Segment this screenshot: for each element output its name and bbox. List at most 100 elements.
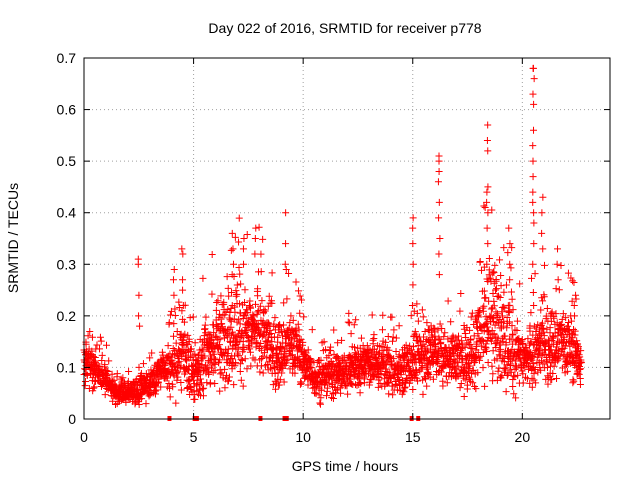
data-point [496, 256, 504, 264]
data-point [350, 343, 358, 351]
data-point [233, 281, 241, 289]
data-point [413, 309, 421, 317]
data-point [248, 340, 256, 348]
data-point [330, 326, 338, 334]
data-point [567, 274, 575, 282]
data-point [474, 330, 482, 338]
data-point [257, 339, 265, 347]
data-point [297, 379, 305, 387]
data-point [177, 386, 185, 394]
data-point [252, 339, 260, 347]
data-point [81, 378, 89, 386]
spike-point [530, 75, 538, 83]
data-point [347, 380, 355, 388]
data-point [172, 339, 180, 347]
data-point [250, 312, 258, 320]
spike-point [281, 260, 289, 268]
data-point [256, 356, 264, 364]
data-point [271, 370, 279, 378]
data-point [492, 343, 500, 351]
data-point [343, 382, 351, 390]
data-point [98, 351, 106, 359]
data-point [473, 338, 481, 346]
data-point [208, 334, 216, 342]
data-point [457, 349, 465, 357]
data-point [395, 375, 403, 383]
data-point [509, 306, 517, 314]
spike-point [135, 291, 143, 299]
data-point [501, 304, 509, 312]
spike-point [538, 229, 546, 237]
data-point [231, 308, 239, 316]
data-point [183, 357, 191, 365]
data-point [527, 309, 535, 317]
data-point [241, 286, 249, 294]
data-point [435, 335, 443, 343]
data-point [447, 318, 455, 326]
data-point [464, 368, 472, 376]
data-point [135, 363, 143, 371]
data-point [241, 299, 249, 307]
data-point [90, 384, 98, 392]
data-point [275, 381, 283, 389]
data-point [257, 250, 265, 258]
data-point [412, 332, 420, 340]
spike-point [240, 235, 248, 242]
data-point [255, 307, 263, 315]
data-point [266, 364, 274, 372]
data-point [317, 356, 325, 364]
data-point [224, 333, 232, 341]
data-point [239, 382, 247, 390]
data-point [570, 358, 578, 366]
x-tick-label: 15 [405, 429, 421, 445]
data-point [523, 358, 531, 366]
data-point [199, 347, 207, 355]
data-point [264, 319, 272, 327]
data-point [198, 361, 206, 369]
data-point [488, 362, 496, 370]
data-point [407, 312, 415, 320]
data-point [390, 326, 398, 334]
data-point [104, 368, 112, 376]
data-point [83, 371, 91, 379]
data-point [514, 371, 522, 379]
data-point [101, 361, 109, 369]
data-point [296, 309, 304, 317]
data-point [296, 380, 304, 388]
data-point [483, 348, 491, 356]
data-point [276, 376, 284, 384]
data-point [203, 363, 211, 371]
spike-point [409, 281, 417, 289]
data-point [179, 332, 187, 340]
data-point [456, 307, 464, 315]
data-point [434, 326, 442, 334]
data-point [419, 313, 427, 321]
data-point [152, 390, 160, 398]
spike-point [529, 157, 537, 165]
data-point [423, 382, 431, 390]
data-point [243, 365, 251, 373]
data-point [368, 349, 376, 357]
data-point [346, 372, 354, 380]
data-point [286, 346, 294, 354]
data-point [438, 324, 446, 332]
data-point [334, 354, 342, 362]
data-point [498, 308, 506, 316]
data-point [482, 340, 490, 348]
data-point [212, 332, 220, 340]
spike-point [571, 312, 579, 320]
data-point [500, 244, 508, 252]
data-point [462, 334, 470, 342]
data-point [529, 288, 537, 296]
data-point [199, 392, 207, 400]
data-point [382, 365, 390, 373]
data-point [574, 340, 582, 348]
spike-point [572, 291, 580, 299]
data-point [550, 362, 558, 370]
data-point [550, 314, 558, 322]
spike-point [530, 126, 538, 134]
x-tick-label: 10 [295, 429, 311, 445]
data-point [499, 312, 507, 320]
data-point [292, 331, 300, 339]
data-point [414, 317, 422, 325]
